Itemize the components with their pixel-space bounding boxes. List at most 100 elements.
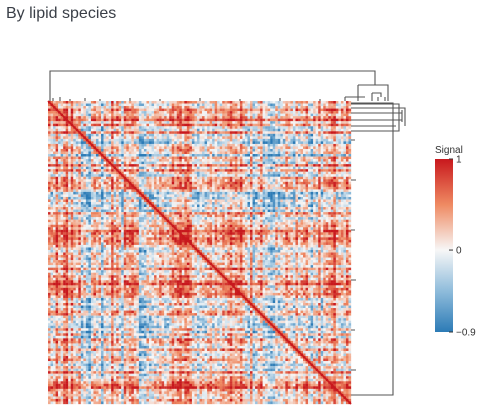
- heatmap-cell: [338, 161, 342, 165]
- heatmap-cell: [128, 106, 132, 109]
- heatmap-cell: [262, 103, 266, 107]
- heatmap-cell: [75, 151, 79, 155]
- heatmap-cell: [330, 118, 334, 122]
- heatmap-cell: [98, 191, 102, 195]
- heatmap-cell: [65, 196, 69, 200]
- heatmap-cell: [252, 171, 256, 175]
- heatmap-cell: [176, 186, 180, 190]
- heatmap-cell: [217, 179, 220, 182]
- heatmap-cell: [282, 113, 286, 117]
- heatmap-cell: [328, 101, 331, 104]
- heatmap-cell: [204, 103, 208, 107]
- heatmap-cell: [128, 176, 132, 180]
- heatmap-cell: [207, 121, 210, 124]
- heatmap-cell: [227, 148, 230, 152]
- heatmap-cell: [287, 176, 291, 180]
- heatmap-cell: [171, 199, 175, 203]
- heatmap-cells[interactable]: [48, 101, 352, 405]
- heatmap-cell: [65, 121, 69, 124]
- heatmap-cell: [106, 118, 109, 122]
- heatmap-cell: [90, 118, 94, 122]
- heatmap-cell: [80, 184, 84, 187]
- heatmap-cell: [95, 136, 99, 140]
- heatmap-cell: [229, 204, 233, 208]
- heatmap-cell: [176, 176, 180, 180]
- heatmap-cell: [53, 146, 56, 150]
- heatmap-cell: [116, 204, 119, 208]
- heatmap-cell: [234, 151, 238, 155]
- heatmap-cell: [308, 171, 311, 175]
- heatmap-cell: [149, 131, 152, 134]
- heatmap-cell: [267, 156, 271, 160]
- heatmap-cell: [171, 164, 175, 167]
- heatmap-cell: [154, 148, 157, 152]
- heatmap-cell: [169, 141, 172, 145]
- heatmap-cell: [305, 202, 309, 205]
- heatmap-cell: [270, 151, 273, 155]
- heatmap-cell: [194, 121, 198, 124]
- heatmap-cell: [232, 101, 235, 104]
- heatmap-cell: [68, 108, 71, 112]
- heatmap-cell: [189, 151, 193, 155]
- heatmap-cell: [123, 204, 127, 208]
- heatmap-cell: [156, 101, 160, 104]
- heatmap-cell: [217, 184, 220, 187]
- heatmap-cell: [323, 138, 326, 142]
- heatmap-cell: [277, 181, 281, 185]
- heatmap-cell: [154, 184, 157, 187]
- heatmap-cell: [151, 164, 155, 167]
- heatmap-cell: [277, 101, 281, 104]
- heatmap-cell: [292, 143, 296, 147]
- heatmap-cell: [68, 136, 71, 140]
- heatmap-cell: [126, 108, 129, 112]
- heatmap-cell: [166, 126, 170, 129]
- heatmap-cell: [209, 194, 213, 198]
- heatmap-cell: [239, 169, 243, 172]
- heatmap-cell: [106, 171, 109, 175]
- heatmap-cell: [194, 196, 198, 200]
- heatmap-cell: [141, 128, 145, 132]
- heatmap-cell: [123, 156, 127, 160]
- heatmap-cell: [237, 136, 241, 140]
- heatmap-cell: [328, 108, 331, 112]
- heatmap-cell: [199, 116, 203, 119]
- heatmap-cell: [267, 189, 271, 193]
- heatmap-cell: [60, 164, 64, 167]
- heatmap-cell: [70, 179, 74, 182]
- heatmap-cell: [217, 196, 220, 200]
- heatmap-cell: [207, 176, 210, 180]
- heatmap-cell: [265, 194, 268, 198]
- heatmap-cell: [287, 143, 291, 147]
- heatmap-cell: [277, 161, 281, 165]
- heatmap-cell: [98, 189, 102, 193]
- heatmap-cell: [166, 166, 170, 170]
- heatmap-cell: [272, 101, 276, 104]
- heatmap-cell: [191, 101, 195, 104]
- heatmap-cell: [234, 169, 238, 172]
- heatmap-cell: [265, 181, 268, 185]
- heatmap-cell: [108, 199, 112, 203]
- heatmap-cell: [169, 189, 172, 193]
- heatmap-cell: [181, 116, 185, 119]
- heatmap-cell: [184, 161, 188, 165]
- heatmap-cell: [174, 121, 177, 124]
- heatmap-cell: [184, 143, 188, 147]
- heatmap-cell: [108, 171, 112, 175]
- heatmap-cell: [338, 106, 342, 109]
- heatmap-cell: [181, 194, 185, 198]
- heatmap-cell: [171, 181, 175, 185]
- heatmap-cell: [101, 184, 104, 187]
- heatmap-cell: [181, 161, 185, 165]
- heatmap-cell: [149, 181, 152, 185]
- heatmap-cell: [300, 166, 304, 170]
- heatmap-cell: [103, 171, 107, 175]
- heatmap-cell: [335, 196, 339, 200]
- heatmap-cell: [333, 101, 336, 104]
- heatmap-cell: [252, 128, 256, 132]
- heatmap-cell: [247, 196, 251, 200]
- heatmap-cell: [265, 189, 268, 193]
- heatmap-cell: [250, 136, 253, 140]
- heatmap-cell: [101, 164, 104, 167]
- heatmap-cell: [250, 108, 253, 112]
- heatmap-cell: [174, 126, 177, 129]
